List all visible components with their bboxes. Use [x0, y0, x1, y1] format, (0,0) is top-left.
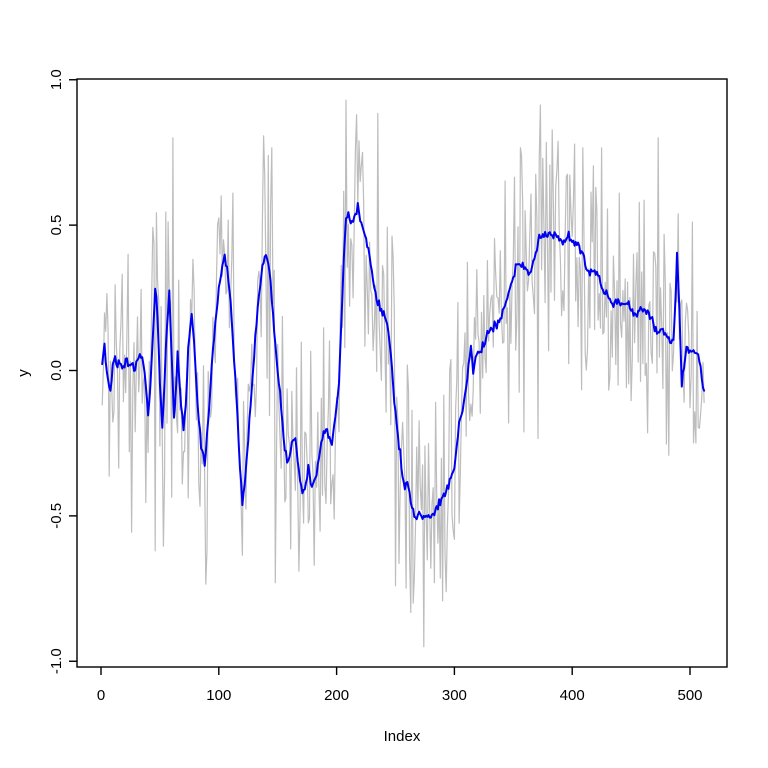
y-tick-label: -0.5 — [48, 503, 65, 529]
raw-series-line — [101, 99, 705, 648]
y-axis-title: y — [15, 369, 32, 377]
x-axis-title: Index — [384, 728, 421, 745]
x-tick-label: 0 — [97, 687, 105, 704]
plot-box — [76, 78, 728, 668]
x-tick-label: 100 — [206, 687, 231, 704]
x-tick-label: 400 — [560, 687, 585, 704]
y-tick-label: -1.0 — [48, 648, 65, 674]
y-tick-label: 1.0 — [48, 69, 65, 90]
smoothed-series-line — [101, 202, 706, 521]
y-tick-label: 0.0 — [48, 360, 65, 381]
x-tick-label: 500 — [677, 687, 702, 704]
series-layer — [101, 99, 706, 648]
axis-layer: 0 100 200 300 400 500 -1.0 -0.5 0.0 0.5 1.0 — [48, 69, 728, 704]
x-tick-label: 300 — [442, 687, 467, 704]
y-tick-label: 0.5 — [48, 215, 65, 236]
x-tick-label: 200 — [324, 687, 349, 704]
